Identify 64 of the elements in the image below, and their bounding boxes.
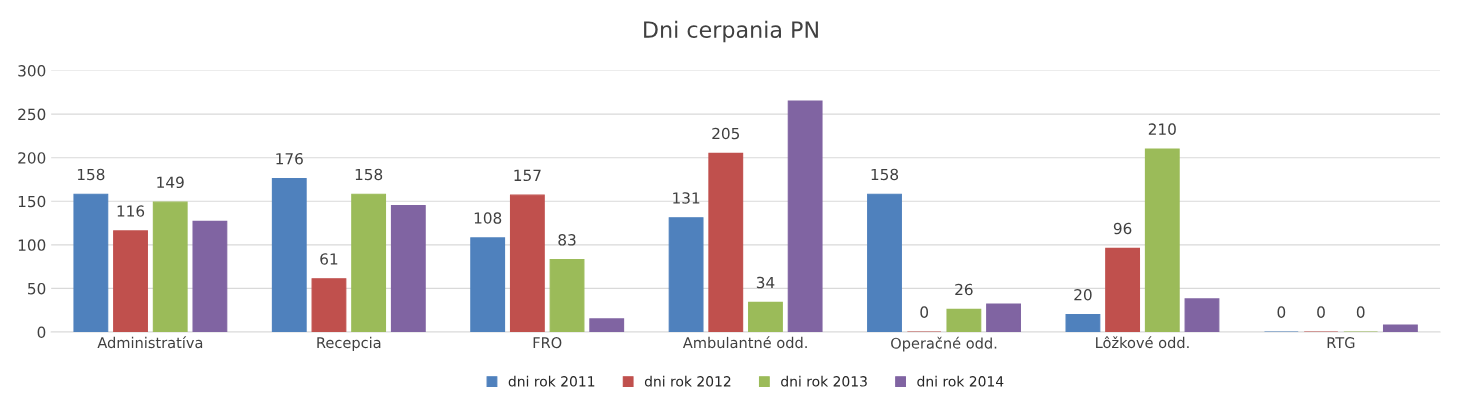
y-tick-label: 50: [28, 282, 46, 295]
bar: [668, 217, 704, 332]
x-tick-label: Operačné odd.: [891, 336, 997, 352]
bar: [311, 278, 347, 332]
bar: [1382, 324, 1418, 332]
data-label: 61: [320, 253, 338, 265]
x-tick-label: RTG: [1327, 337, 1355, 349]
data-label: 0: [1317, 306, 1325, 318]
bar: [113, 230, 148, 332]
bar: [271, 178, 307, 332]
y-tick-label: 150: [18, 195, 46, 208]
data-label: 131: [673, 192, 700, 204]
data-label: 0: [920, 306, 929, 318]
bar: [390, 205, 426, 332]
data-label: 108: [474, 212, 502, 224]
y-tick-label: 250: [18, 108, 46, 121]
y-tick-label: 100: [18, 239, 46, 251]
legend-label: dni rok 2012: [644, 375, 731, 387]
x-tick-label: Recepcia: [317, 336, 381, 351]
bar: [787, 100, 823, 332]
bar: [351, 193, 387, 332]
x-tick-label: Lôžkové odd.: [1096, 336, 1189, 349]
bar: [708, 152, 744, 332]
legend-label: dni rok 2013: [781, 375, 867, 387]
bar: [152, 201, 188, 332]
data-label: 26: [955, 283, 973, 296]
bar: [470, 237, 506, 332]
bar: [748, 301, 783, 332]
data-label: 116: [117, 205, 145, 217]
y-tick-label: 0: [37, 326, 46, 339]
data-label: 0: [1277, 306, 1286, 318]
bar: [1184, 298, 1220, 332]
x-tick-label: Ambulantné odd.: [682, 336, 807, 349]
bar: [867, 193, 902, 332]
data-label: 210: [1148, 123, 1176, 135]
y-tick-label: 200: [18, 152, 46, 164]
data-label: 158: [77, 168, 105, 181]
x-tick-label: Administratíva: [97, 336, 203, 349]
data-label: 205: [712, 127, 740, 140]
bar: [509, 194, 545, 332]
legend-label: dni rok 2014: [917, 375, 1004, 387]
data-label: 176: [276, 152, 303, 165]
data-label: 0: [1356, 306, 1365, 318]
legend-label: dni rok 2011: [508, 375, 595, 387]
data-label: 20: [1074, 288, 1092, 301]
bar: [986, 303, 1021, 332]
chart-title: Dni cerpania PN: [644, 20, 818, 43]
data-label: 96: [1113, 222, 1132, 235]
y-tick-label: 300: [18, 65, 46, 77]
bar: [73, 193, 109, 332]
bar: [1144, 148, 1180, 332]
bar: [549, 259, 585, 332]
bar: [589, 318, 625, 332]
bar: [1105, 247, 1141, 332]
data-label: 83: [558, 234, 576, 246]
bar: [192, 220, 228, 332]
x-tick-label: FRO: [533, 337, 562, 349]
bar: [946, 308, 982, 332]
bar: [1065, 314, 1101, 332]
data-label: 158: [871, 168, 899, 181]
data-label: 158: [355, 168, 383, 181]
data-label: 34: [756, 276, 775, 289]
data-label: 149: [157, 176, 184, 189]
data-label: 157: [514, 169, 541, 182]
